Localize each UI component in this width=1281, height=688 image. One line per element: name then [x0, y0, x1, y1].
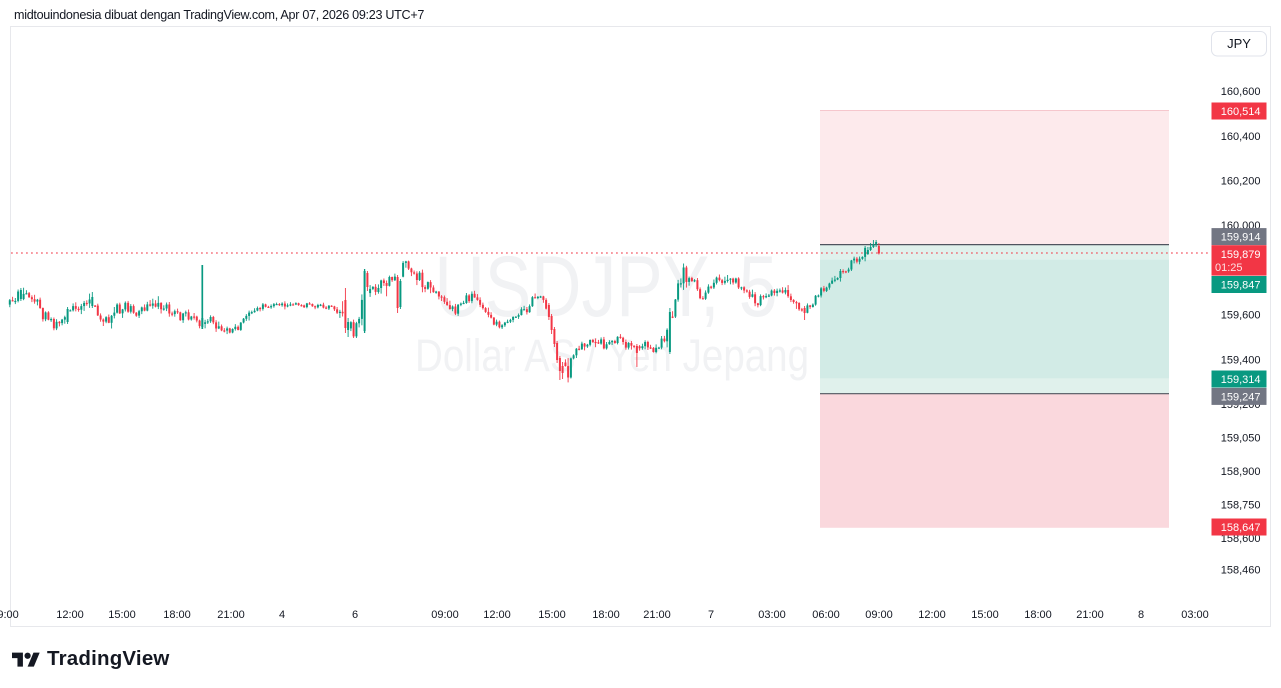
- svg-text:03:00: 03:00: [758, 609, 786, 621]
- svg-text:midtouindonesia dibuat dengan: midtouindonesia dibuat dengan TradingVie…: [14, 8, 424, 22]
- svg-text:12:00: 12:00: [483, 609, 511, 621]
- svg-text:01:25: 01:25: [1215, 262, 1243, 274]
- svg-text:160,400: 160,400: [1221, 131, 1261, 143]
- svg-text:158,900: 158,900: [1221, 466, 1261, 478]
- svg-text:159,050: 159,050: [1221, 433, 1261, 445]
- svg-text:15:00: 15:00: [108, 609, 136, 621]
- svg-text:TradingView: TradingView: [47, 647, 170, 670]
- svg-text:18:00: 18:00: [592, 609, 620, 621]
- svg-text:09:00: 09:00: [431, 609, 459, 621]
- svg-text:158,647: 158,647: [1221, 522, 1261, 534]
- svg-text:160,600: 160,600: [1221, 86, 1261, 98]
- svg-text:160,200: 160,200: [1221, 176, 1261, 188]
- svg-text:21:00: 21:00: [643, 609, 671, 621]
- svg-text:03:00: 03:00: [1181, 609, 1209, 621]
- svg-text:21:00: 21:00: [1076, 609, 1104, 621]
- svg-text:12:00: 12:00: [56, 609, 84, 621]
- svg-text:159,314: 159,314: [1221, 374, 1261, 386]
- svg-text:JPY: JPY: [1227, 36, 1251, 51]
- svg-text:09:00: 09:00: [865, 609, 893, 621]
- svg-text:8: 8: [1138, 609, 1144, 621]
- svg-text:159,914: 159,914: [1221, 232, 1261, 244]
- svg-text:Dollar AS / Yen Jepang: Dollar AS / Yen Jepang: [415, 330, 809, 381]
- svg-text:7: 7: [708, 609, 714, 621]
- svg-text:4: 4: [279, 609, 285, 621]
- svg-text:159,400: 159,400: [1221, 354, 1261, 366]
- svg-text:15:00: 15:00: [538, 609, 566, 621]
- svg-text:15:00: 15:00: [971, 609, 999, 621]
- svg-text:158,600: 158,600: [1221, 533, 1261, 545]
- svg-text:158,460: 158,460: [1221, 564, 1261, 576]
- svg-text:6: 6: [352, 609, 358, 621]
- svg-text:160,514: 160,514: [1221, 106, 1261, 118]
- svg-text:159,247: 159,247: [1221, 392, 1261, 404]
- svg-text:06:00: 06:00: [812, 609, 840, 621]
- svg-text:USDJPY, 5: USDJPY, 5: [435, 239, 778, 335]
- svg-text:21:00: 21:00: [217, 609, 245, 621]
- svg-text:18:00: 18:00: [163, 609, 191, 621]
- svg-text:158,750: 158,750: [1221, 500, 1261, 512]
- svg-text:18:00: 18:00: [1024, 609, 1052, 621]
- svg-text:159,879: 159,879: [1221, 249, 1261, 261]
- svg-text:12:00: 12:00: [918, 609, 946, 621]
- svg-text:159,847: 159,847: [1221, 280, 1261, 292]
- svg-text:159,600: 159,600: [1221, 310, 1261, 322]
- svg-text:09:00: 09:00: [0, 609, 19, 621]
